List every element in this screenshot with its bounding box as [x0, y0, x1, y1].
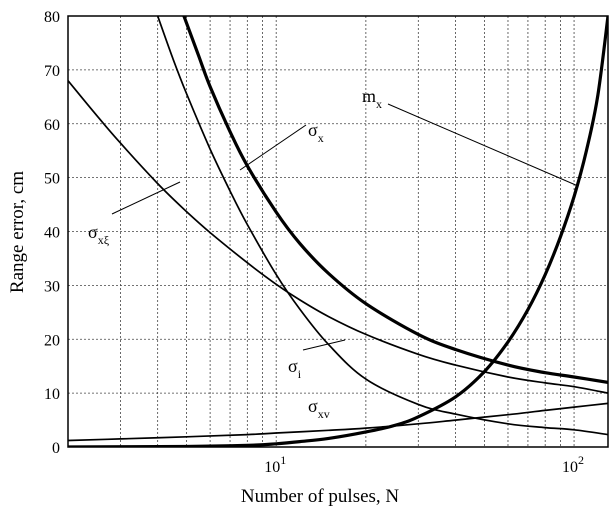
tick-labels: 0 10 20 30 40 50 60 70 80 101 102: [44, 9, 584, 476]
leader-line: [302, 339, 346, 351]
curve-labels: σx σi σxξ σxv mx: [88, 86, 382, 421]
y-tick-label: 40: [44, 225, 60, 242]
series-line-σ-i: [156, 16, 608, 436]
curve-label: σi: [288, 356, 302, 381]
curve-label: mx: [362, 86, 382, 111]
curve-label: σxξ: [88, 222, 110, 247]
series-line-σ-xξ: [68, 80, 608, 394]
y-tick-label: 30: [44, 278, 60, 295]
y-tick-label: 20: [44, 332, 60, 349]
series-lines: [68, 16, 608, 447]
y-tick-label: 60: [44, 117, 60, 134]
curve-label-leaders: [111, 103, 579, 351]
x-tick-label: 102: [562, 453, 584, 476]
leader-line: [239, 124, 307, 171]
y-tick-label: 10: [44, 386, 60, 403]
plot-frame: [67, 15, 609, 448]
y-tick-label: 70: [44, 63, 60, 80]
y-tick-label: 80: [44, 9, 60, 26]
series-line-σ-x: [182, 16, 608, 384]
grid: [68, 16, 608, 447]
y-tick-label: 50: [44, 171, 60, 188]
series-line-σ-xv: [68, 402, 608, 442]
leader-line: [387, 103, 579, 187]
curve-label: σxv: [308, 396, 330, 421]
y-tick-label: 0: [52, 440, 60, 457]
curve-label: σx: [308, 120, 324, 145]
leader-line: [111, 181, 181, 215]
x-tick-label: 101: [264, 453, 286, 476]
y-axis-label: Range error, cm: [7, 171, 28, 293]
x-axis-label: Number of pulses, N: [241, 486, 400, 507]
series-line-m-x: [68, 16, 608, 447]
